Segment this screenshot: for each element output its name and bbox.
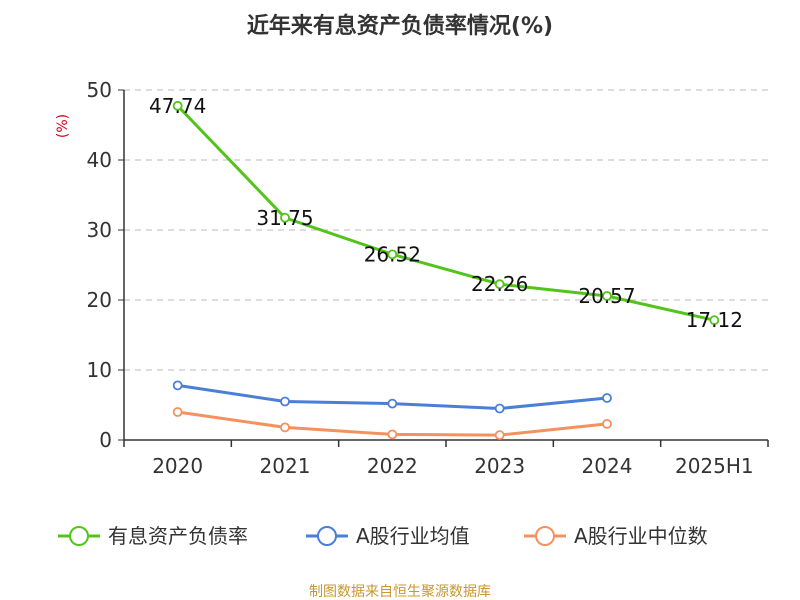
x-tick-label: 2022 [367,454,418,478]
legend-marker [69,526,89,546]
data-point [602,291,612,301]
data-point [387,429,398,440]
y-tick-label: 10 [87,358,112,382]
chart-title: 近年来有息资产负债率情况(%) [247,13,553,39]
source-note: 制图数据来自恒生聚源数据库 [309,584,491,600]
x-tick-label: 2023 [474,454,525,478]
data-point [387,398,398,409]
data-point [387,249,398,260]
data-labels: 47.74 31.75 26.52 22.26 20.57 17.12 [149,94,743,332]
data-point [172,380,183,391]
data-point [494,279,505,290]
y-tick-label: 40 [87,148,112,172]
data-point [172,407,183,417]
legend-label: A股行业中位数 [574,524,708,548]
legend-marker [535,526,555,546]
data-label: 26.52 [364,242,421,266]
y-axis-label: (%) [55,114,71,138]
legend-label: 有息资产负债率 [108,524,248,548]
data-point [172,100,183,111]
data-label: 47.74 [149,94,206,118]
axes: 0 10 20 30 40 50 2020 2021 2022 2023 2024 2025H1 [87,78,769,478]
y-tick-label: 20 [87,288,112,312]
data-point [709,315,720,326]
data-label: 20.57 [578,284,635,308]
data-point [602,393,612,403]
data-label: 22.26 [471,272,528,296]
data-label: 17.12 [686,308,743,332]
data-label: 31.75 [256,206,313,230]
x-tick-label: 2025H1 [675,454,754,478]
data-point [494,430,505,441]
legend-label: A股行业均值 [356,524,470,548]
data-point [602,418,612,429]
grid-lines [124,89,768,371]
y-tick-label: 30 [87,218,112,242]
data-point [494,403,505,414]
x-tick-label: 2020 [152,454,203,478]
y-tick-label: 50 [87,78,112,102]
data-point [280,422,290,433]
series-layer [172,100,720,441]
legend-marker [317,526,337,546]
data-point [280,396,290,407]
x-tick-label: 2024 [582,454,633,478]
y-tick-label: 0 [99,428,112,452]
series-line [176,104,715,322]
data-point [280,212,290,223]
legend: 有息资产负债率 A股行业均值 A股行业中位数 [58,524,708,548]
x-tick-label: 2021 [260,454,311,478]
